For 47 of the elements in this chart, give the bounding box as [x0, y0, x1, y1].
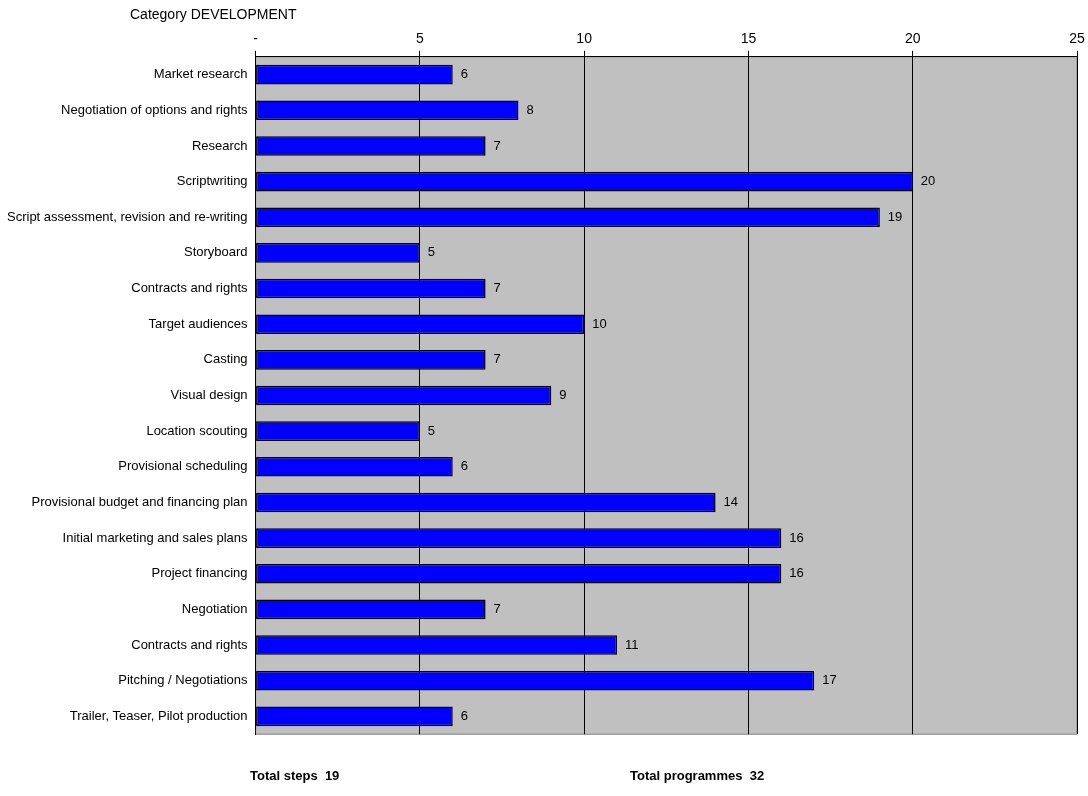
data-label: 5	[427, 422, 436, 438]
y-tick-label: Trailer, Teaser, Pilot production	[69, 707, 248, 723]
data-label: 20	[920, 173, 936, 189]
text: Total steps 19	[250, 768, 340, 783]
data-label: 6	[460, 458, 468, 474]
chart-title: Category DEVELOPMENT	[130, 6, 297, 22]
y-tick-label: Contracts and rights	[131, 280, 249, 296]
data-label: 14	[723, 494, 739, 510]
x-tick-label: 15	[740, 30, 757, 47]
y-tick-label: Project financing	[151, 565, 248, 581]
data-label: 9	[559, 387, 567, 403]
data-label: 16	[789, 529, 804, 545]
x-tick-label: 5	[415, 30, 424, 47]
x-tick-label: 25	[1069, 30, 1085, 47]
y-tick-label: Storyboard	[184, 244, 248, 260]
y-tick-label: Location scouting	[146, 422, 248, 438]
data-label: 6	[460, 707, 468, 723]
y-tick-label: Target audiences	[148, 315, 249, 331]
data-label: 11	[625, 636, 639, 652]
y-tick-label: Negotiation	[181, 600, 248, 616]
y-tick-label: Visual design	[170, 387, 248, 403]
y-tick-label: Pitching / Negotiations	[118, 672, 249, 688]
data-label: 8	[526, 101, 534, 117]
y-tick-label: Negotiation of options and rights	[61, 101, 249, 117]
y-tick-label: Scriptwriting	[176, 173, 248, 189]
x-tick-label: 10	[576, 30, 593, 47]
y-tick-label: Provisional budget and financing plan	[31, 494, 248, 510]
x-tick-label: 20	[904, 30, 921, 47]
text: Total programmes 32	[630, 768, 765, 783]
y-tick-label: Script assessment, revision and re-writing	[7, 208, 248, 224]
data-label: 10	[592, 315, 607, 331]
data-label: 5	[427, 244, 436, 260]
data-label: 19	[887, 208, 903, 224]
y-tick-label: Casting	[203, 351, 248, 367]
y-tick-label: Market research	[153, 66, 248, 82]
data-label: 16	[789, 565, 804, 581]
y-tick-label: Contracts and rights	[131, 636, 249, 652]
data-label: 7	[493, 351, 501, 367]
data-label: 7	[493, 600, 501, 616]
y-tick-label: Initial marketing and sales plans	[62, 529, 249, 545]
data-label: 17	[822, 672, 837, 688]
y-tick-label: Research	[191, 137, 248, 153]
data-label: 7	[493, 137, 501, 153]
data-label: 7	[493, 280, 501, 296]
data-label: 6	[460, 66, 468, 82]
y-tick-label: Provisional scheduling	[118, 458, 248, 474]
x-tick-label: -	[253, 30, 259, 47]
